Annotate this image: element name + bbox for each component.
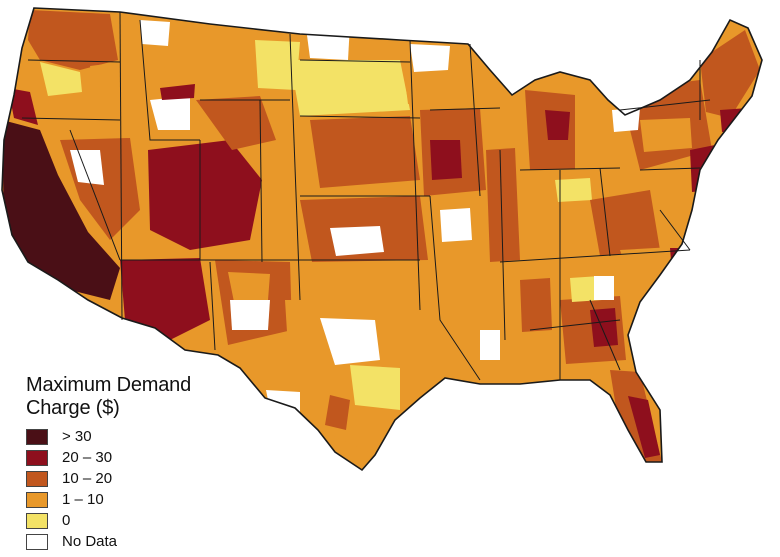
map-legend: Maximum Demand Charge ($) > 30 20 – 30 1… xyxy=(26,374,256,552)
legend-swatch xyxy=(26,449,48,466)
legend-label: 0 xyxy=(62,512,71,529)
legend-label: > 30 xyxy=(62,428,92,445)
legend-label: 1 – 10 xyxy=(62,491,104,508)
us-outline xyxy=(1,7,763,472)
legend-title-line2: Charge ($) xyxy=(26,397,120,419)
legend-swatch xyxy=(26,512,48,529)
legend-label: 20 – 30 xyxy=(62,449,113,466)
legend-swatch xyxy=(26,428,48,445)
legend-label: 10 – 20 xyxy=(62,470,113,487)
legend-item-gt30: > 30 xyxy=(26,426,256,447)
legend-item-no-data: No Data xyxy=(26,531,256,552)
legend-item-0: 0 xyxy=(26,510,256,531)
legend-swatch xyxy=(26,491,48,508)
legend-item-20-30: 20 – 30 xyxy=(26,447,256,468)
legend-title: Maximum Demand Charge ($) xyxy=(26,374,256,420)
state-borders xyxy=(21,11,711,381)
legend-title-line1: Maximum Demand xyxy=(26,374,192,396)
legend-swatch xyxy=(26,470,48,487)
legend-item-10-20: 10 – 20 xyxy=(26,468,256,489)
legend-swatch xyxy=(26,533,48,550)
legend-item-1-10: 1 – 10 xyxy=(26,489,256,510)
legend-label: No Data xyxy=(62,533,118,550)
